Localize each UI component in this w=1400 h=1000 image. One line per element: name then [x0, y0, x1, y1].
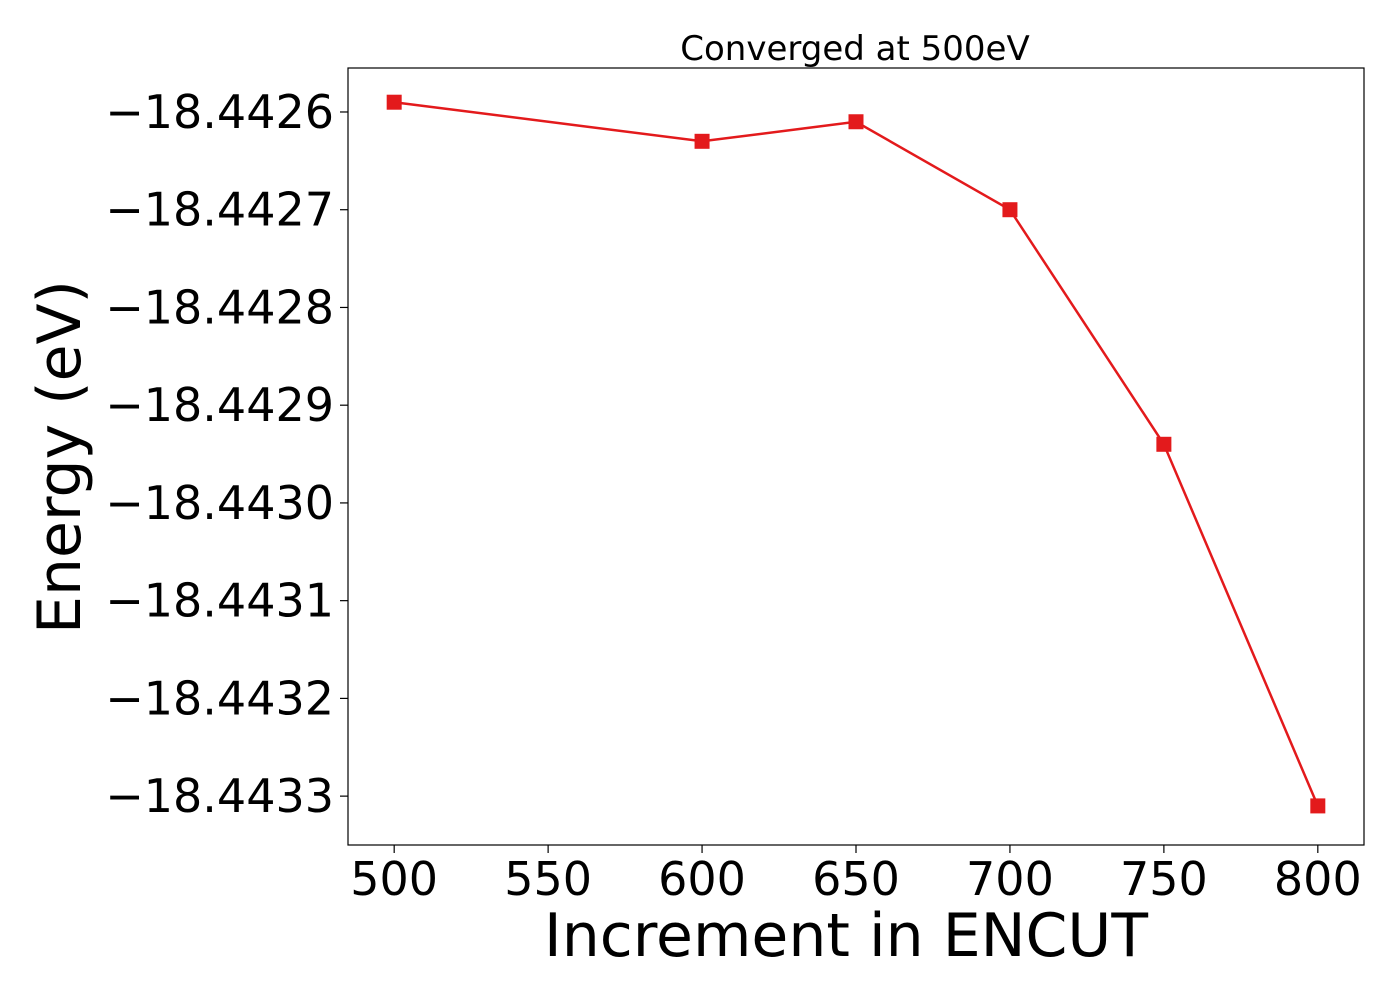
data-point-marker [1310, 798, 1326, 814]
series-layer [386, 94, 1326, 814]
y-tick-label: −18.4427 [105, 183, 334, 237]
x-tick-label: 800 [1274, 852, 1362, 906]
y-tick-label: −18.4432 [105, 671, 334, 725]
y-tick-label: −18.4431 [105, 574, 334, 628]
y-tick-label: −18.4433 [105, 769, 334, 823]
x-axis-title: Increment in ENCUT [544, 901, 1148, 971]
y-tick-label: −18.4428 [105, 280, 334, 334]
x-tick-label: 650 [812, 852, 900, 906]
y-tick-label: −18.4429 [105, 378, 334, 432]
data-point-marker [1156, 436, 1172, 452]
data-point-marker [1002, 202, 1018, 218]
x-axis-ticks: 500 550 600 650 700 750 800 [350, 845, 1362, 906]
y-tick-label: −18.4426 [105, 85, 334, 139]
chart-title: Converged at 500eV [680, 29, 1029, 69]
data-point-marker [386, 94, 402, 110]
plot-area-frame [347, 67, 1365, 846]
data-point-marker [694, 133, 710, 149]
series-line [394, 100, 1319, 807]
x-tick-label: 500 [350, 852, 438, 906]
x-tick-label: 550 [504, 852, 592, 906]
x-tick-label: 600 [658, 852, 746, 906]
x-tick-label: 750 [1120, 852, 1208, 906]
y-axis-ticks: −18.4426 −18.4427 −18.4428 −18.4429 −18.4430… [105, 85, 348, 823]
x-tick-label: 700 [966, 852, 1054, 906]
data-point-marker [848, 114, 864, 130]
y-tick-label: −18.4430 [105, 476, 334, 530]
y-axis-title: Energy (eV) [25, 280, 95, 634]
